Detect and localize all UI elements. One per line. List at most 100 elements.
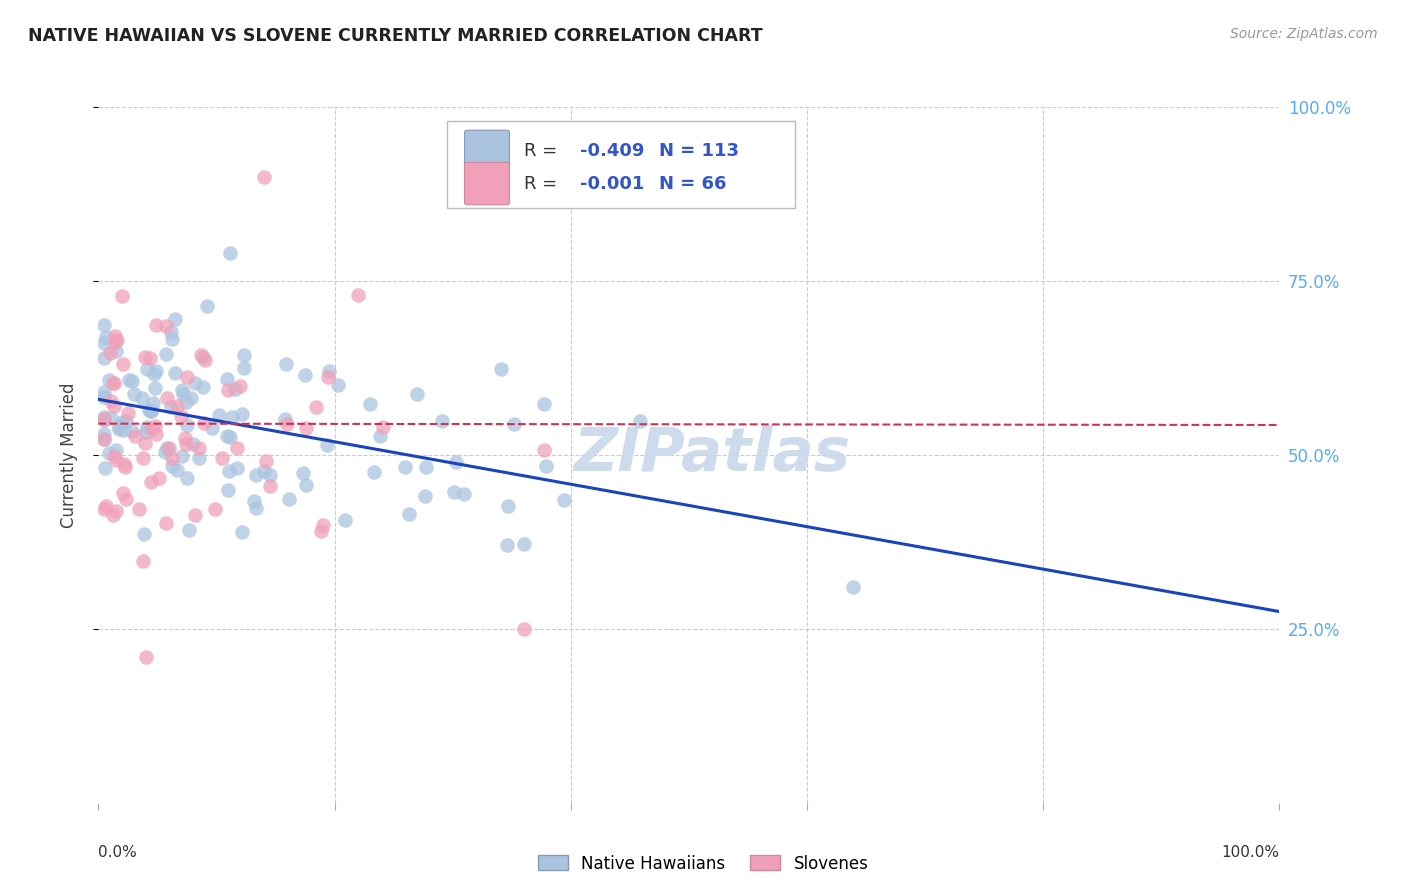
Point — [176, 418, 198, 433]
Point — [141, 422, 163, 436]
Point — [112, 423, 135, 437]
Point — [195, 299, 218, 313]
Point — [208, 408, 231, 422]
Point — [97, 446, 120, 460]
Point — [134, 526, 156, 541]
Point — [176, 471, 198, 485]
Point — [131, 391, 153, 405]
Point — [136, 420, 159, 434]
Text: -0.409: -0.409 — [581, 143, 645, 161]
Point — [177, 523, 200, 537]
Point — [170, 449, 193, 463]
Point — [104, 334, 127, 349]
Point — [170, 409, 193, 423]
Point — [170, 383, 193, 397]
Point — [108, 422, 131, 436]
Point — [211, 451, 233, 466]
Point — [183, 376, 205, 390]
Point — [187, 450, 209, 465]
Text: R =: R = — [523, 143, 562, 161]
Point — [117, 406, 139, 420]
Point — [93, 410, 115, 425]
Point — [153, 445, 176, 459]
Point — [363, 466, 385, 480]
Point — [112, 357, 135, 371]
Point — [94, 500, 117, 514]
Point — [98, 373, 121, 387]
Point — [105, 453, 128, 467]
Point — [98, 346, 121, 360]
Point — [253, 169, 276, 184]
Point — [155, 347, 177, 361]
Point — [112, 457, 135, 471]
Point — [111, 289, 134, 303]
Point — [201, 421, 224, 435]
Point — [259, 467, 281, 482]
Point — [328, 378, 350, 392]
Point — [253, 464, 276, 478]
FancyBboxPatch shape — [464, 162, 509, 205]
Text: N = 113: N = 113 — [659, 143, 740, 161]
Point — [398, 507, 420, 521]
Point — [134, 435, 156, 450]
Point — [135, 361, 157, 376]
Point — [160, 400, 183, 414]
Point — [93, 391, 115, 405]
Text: -0.001: -0.001 — [581, 175, 645, 193]
Y-axis label: Currently Married: Currently Married — [59, 382, 77, 528]
Point — [139, 351, 162, 365]
Point — [347, 288, 370, 302]
Point — [628, 415, 651, 429]
Point — [245, 468, 267, 483]
Point — [292, 466, 315, 480]
Point — [368, 429, 391, 443]
Point — [184, 508, 207, 522]
Point — [224, 382, 246, 396]
Point — [101, 508, 124, 522]
Point — [193, 416, 215, 430]
Point — [217, 383, 239, 397]
Point — [215, 429, 238, 443]
Point — [218, 464, 240, 478]
Point — [103, 376, 125, 390]
Point — [502, 417, 524, 431]
Point — [242, 494, 264, 508]
Point — [105, 333, 128, 347]
Point — [143, 419, 166, 434]
Point — [513, 536, 536, 550]
Point — [217, 483, 239, 497]
Point — [157, 441, 180, 455]
Text: NATIVE HAWAIIAN VS SLOVENE CURRENTLY MARRIED CORRELATION CHART: NATIVE HAWAIIAN VS SLOVENE CURRENTLY MAR… — [28, 27, 762, 45]
Point — [93, 384, 115, 399]
Point — [93, 351, 115, 365]
Point — [174, 437, 197, 451]
Point — [453, 487, 475, 501]
FancyBboxPatch shape — [447, 121, 796, 208]
Point — [193, 379, 215, 393]
Point — [101, 376, 124, 391]
Point — [406, 387, 429, 401]
Point — [93, 336, 115, 351]
Point — [359, 397, 381, 411]
Point — [221, 410, 243, 425]
Point — [134, 350, 156, 364]
Point — [512, 622, 534, 636]
Point — [316, 438, 339, 452]
Point — [160, 325, 183, 339]
Point — [165, 311, 187, 326]
Point — [443, 484, 465, 499]
Text: ZIPatlas: ZIPatlas — [574, 425, 851, 484]
Point — [309, 524, 332, 538]
Point — [160, 451, 183, 466]
Point — [215, 372, 238, 386]
Point — [105, 504, 128, 518]
Point — [245, 500, 267, 515]
Text: 100.0%: 100.0% — [1222, 845, 1279, 860]
Point — [93, 432, 115, 446]
Point — [204, 501, 226, 516]
Point — [128, 501, 150, 516]
Point — [232, 361, 254, 376]
Point — [142, 395, 165, 409]
Point — [553, 492, 575, 507]
Point — [394, 459, 416, 474]
